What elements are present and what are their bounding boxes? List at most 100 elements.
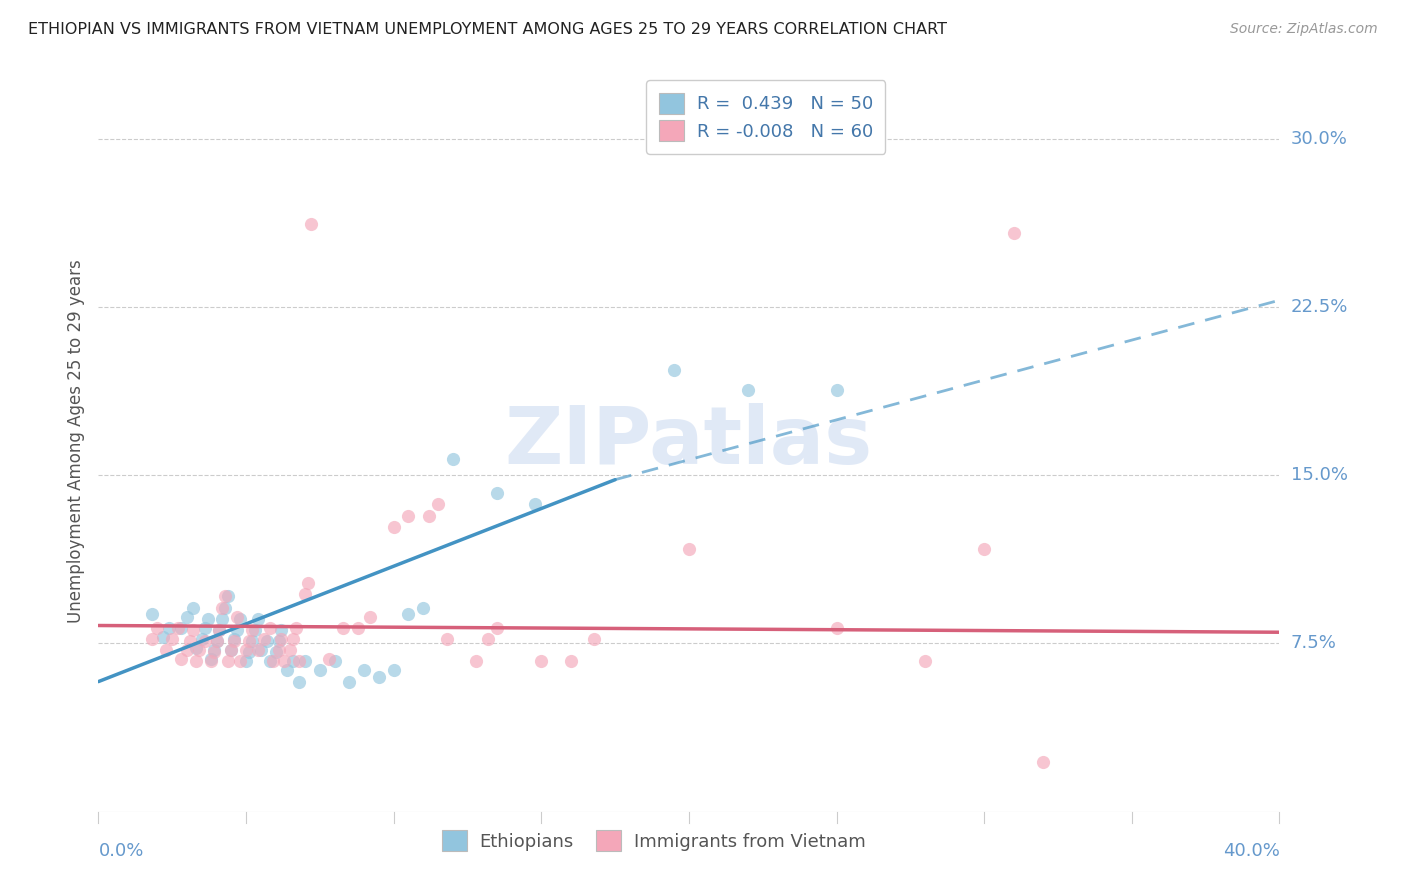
Point [283, 654, 305, 668]
Point [318, 652, 340, 666]
Point [238, 634, 260, 648]
Point [253, 632, 276, 646]
Point [267, 634, 290, 648]
Point [240, 623, 263, 637]
Point [200, 652, 222, 666]
Point [205, 634, 228, 648]
Point [194, 634, 217, 648]
Point [359, 609, 381, 624]
Point [530, 654, 553, 668]
Point [737, 383, 759, 397]
Point [214, 590, 236, 604]
Point [217, 590, 239, 604]
Point [914, 654, 936, 668]
Point [973, 542, 995, 557]
Point [270, 632, 292, 646]
Point [294, 587, 316, 601]
Point [238, 645, 260, 659]
Point [211, 600, 233, 615]
Point [560, 654, 582, 668]
Point [240, 634, 263, 648]
Point [398, 508, 420, 523]
Y-axis label: Unemployment Among Ages 25 to 29 years: Unemployment Among Ages 25 to 29 years [66, 260, 84, 624]
Point [184, 640, 207, 655]
Text: ETHIOPIAN VS IMMIGRANTS FROM VIETNAM UNEMPLOYMENT AMONG AGES 25 TO 29 YEARS CORR: ETHIOPIAN VS IMMIGRANTS FROM VIETNAM UNE… [28, 22, 948, 37]
Point [398, 607, 420, 622]
Point [486, 621, 509, 635]
Point [224, 632, 246, 646]
Point [486, 486, 509, 500]
Point [176, 609, 198, 624]
Point [412, 600, 434, 615]
Point [202, 645, 225, 659]
Point [441, 452, 464, 467]
Point [187, 643, 209, 657]
Point [524, 497, 547, 511]
Point [1032, 756, 1054, 770]
Point [339, 674, 361, 689]
Point [181, 623, 204, 637]
Point [477, 632, 499, 646]
Point [276, 664, 298, 678]
Point [347, 621, 370, 635]
Point [262, 654, 284, 668]
Point [825, 621, 848, 635]
Point [259, 621, 281, 635]
Point [299, 217, 322, 231]
Point [146, 621, 169, 635]
Text: 30.0%: 30.0% [1291, 129, 1347, 148]
Point [288, 654, 311, 668]
Point [226, 623, 249, 637]
Text: 7.5%: 7.5% [1291, 634, 1337, 652]
Point [191, 632, 214, 646]
Point [270, 623, 292, 637]
Point [217, 654, 239, 668]
Point [825, 383, 848, 397]
Text: 22.5%: 22.5% [1291, 298, 1348, 316]
Point [309, 664, 332, 678]
Point [368, 670, 391, 684]
Text: 15.0%: 15.0% [1291, 467, 1347, 484]
Point [583, 632, 606, 646]
Point [235, 643, 257, 657]
Point [285, 621, 308, 635]
Legend: Ethiopians, Immigrants from Vietnam: Ethiopians, Immigrants from Vietnam [434, 823, 873, 858]
Point [208, 623, 231, 637]
Point [256, 634, 278, 648]
Point [194, 621, 217, 635]
Point [202, 643, 225, 657]
Point [323, 654, 346, 668]
Point [200, 654, 222, 668]
Point [427, 497, 450, 511]
Point [197, 612, 219, 626]
Point [664, 363, 686, 377]
Point [243, 623, 266, 637]
Point [264, 645, 287, 659]
Point [141, 632, 163, 646]
Point [181, 600, 204, 615]
Point [167, 621, 190, 635]
Point [678, 542, 700, 557]
Point [208, 623, 231, 637]
Point [184, 654, 207, 668]
Point [382, 520, 405, 534]
Text: 40.0%: 40.0% [1223, 842, 1279, 860]
Point [259, 654, 281, 668]
Point [465, 654, 488, 668]
Text: ZIPatlas: ZIPatlas [505, 402, 873, 481]
Point [280, 643, 302, 657]
Point [141, 607, 163, 622]
Point [229, 612, 252, 626]
Point [283, 632, 305, 646]
Point [246, 612, 269, 626]
Point [211, 612, 233, 626]
Point [176, 643, 198, 657]
Point [273, 654, 295, 668]
Point [297, 575, 319, 590]
Point [162, 632, 183, 646]
Point [294, 654, 316, 668]
Point [152, 630, 174, 644]
Point [332, 621, 354, 635]
Point [382, 664, 405, 678]
Point [1002, 226, 1025, 240]
